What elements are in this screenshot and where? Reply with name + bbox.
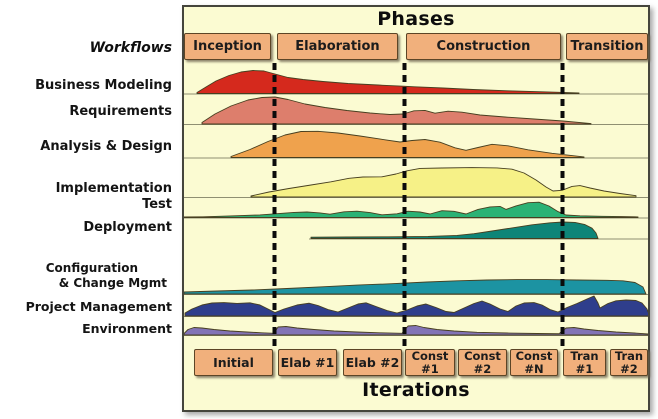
effort-hump-test bbox=[184, 201, 639, 218]
workflow-label-implementation: Implementation bbox=[0, 181, 172, 196]
iteration-box-label: #N bbox=[524, 361, 544, 376]
iteration-box-label: Tran bbox=[614, 349, 644, 363]
workflow-label-test: Test bbox=[0, 197, 172, 212]
workflow-label-text: Analysis & Design bbox=[40, 139, 172, 154]
iteration-box-label: Const bbox=[464, 349, 501, 363]
iteration-box-label: #2 bbox=[620, 361, 638, 376]
workflow-label-text: Configuration bbox=[45, 261, 138, 275]
iteration-box-label: #1 bbox=[421, 361, 439, 376]
phase-box-construction: Construction bbox=[406, 33, 561, 60]
iteration-box-initial: Initial bbox=[194, 349, 273, 376]
workflow-label-text: Implementation bbox=[55, 181, 172, 196]
workflow-label-text: Business Modeling bbox=[35, 78, 172, 93]
iteration-box-label: Const bbox=[411, 349, 449, 363]
phase-box-label: Transition bbox=[570, 39, 644, 54]
iteration-box-const-2: Const #2 bbox=[458, 349, 507, 376]
phase-box-transition: Transition bbox=[566, 33, 648, 60]
phases-title: Phases bbox=[377, 8, 455, 30]
iteration-box-const-n: Const #N bbox=[510, 349, 558, 376]
workflow-label-text: Requirements bbox=[69, 104, 172, 119]
effort-hump-implementation bbox=[250, 167, 637, 198]
effort-hump-analysis-design bbox=[230, 130, 585, 158]
phase-box-inception: Inception bbox=[184, 33, 271, 60]
iteration-box-label: Const bbox=[515, 349, 553, 363]
phase-box-label: Elaboration bbox=[295, 39, 380, 54]
workflow-label-requirements: Requirements bbox=[0, 104, 172, 119]
phase-box-label: Inception bbox=[193, 39, 262, 54]
iteration-box-label: #1 bbox=[575, 361, 594, 376]
effort-hump-business-modeling bbox=[196, 70, 580, 94]
workflow-labels-column: Workflows Business Modeling Requirements A… bbox=[0, 0, 172, 419]
workflow-label-environment: Environment bbox=[0, 321, 172, 336]
iteration-box-elab-2: Elab #2 bbox=[343, 349, 402, 376]
workflow-label-configuration-change-mgmt: Configuration & Change Mgmt bbox=[0, 261, 172, 291]
phase-box-elaboration: Elaboration bbox=[277, 33, 398, 60]
workflow-label-text: Deployment bbox=[83, 220, 172, 235]
workflow-label-business-modeling: Business Modeling bbox=[0, 78, 172, 93]
iteration-box-label: Elab #1 bbox=[280, 355, 335, 370]
iteration-box-label: Elab #2 bbox=[345, 355, 400, 370]
iteration-box-tran-1: Tran #1 bbox=[563, 349, 606, 376]
workflow-label-text: Environment bbox=[82, 321, 172, 336]
iteration-box-label: #2 bbox=[473, 361, 492, 376]
effort-hump-configuration-change-mgmt bbox=[184, 279, 647, 295]
workflow-label-analysis-design: Analysis & Design bbox=[0, 139, 172, 154]
iteration-box-label: Initial bbox=[213, 355, 254, 370]
effort-hump-deployment bbox=[310, 221, 599, 239]
iteration-box-label: Tran bbox=[570, 349, 599, 363]
workflow-label-text: Project Management bbox=[25, 299, 172, 314]
iteration-box-const-1: Const #1 bbox=[405, 349, 455, 376]
phase-box-label: Construction bbox=[436, 39, 531, 54]
effort-plot bbox=[184, 63, 648, 346]
iteration-box-elab-1: Elab #1 bbox=[278, 349, 337, 376]
effort-hump-environment bbox=[184, 325, 648, 336]
workflow-label-text: Test bbox=[142, 197, 172, 212]
iteration-box-tran-2: Tran #2 bbox=[610, 349, 648, 376]
workflows-heading: Workflows bbox=[89, 40, 172, 56]
iterations-title: Iterations bbox=[362, 379, 470, 401]
workflow-label-deployment: Deployment bbox=[0, 220, 172, 235]
workflow-label-text: & Change Mgmt bbox=[58, 276, 167, 290]
workflow-label-project-management: Project Management bbox=[0, 299, 172, 314]
effort-hump-project-management bbox=[184, 295, 648, 317]
rup-hump-chart: Phases Iterations Inception Elaboration Co… bbox=[182, 5, 650, 412]
effort-hump-requirements bbox=[201, 96, 592, 125]
